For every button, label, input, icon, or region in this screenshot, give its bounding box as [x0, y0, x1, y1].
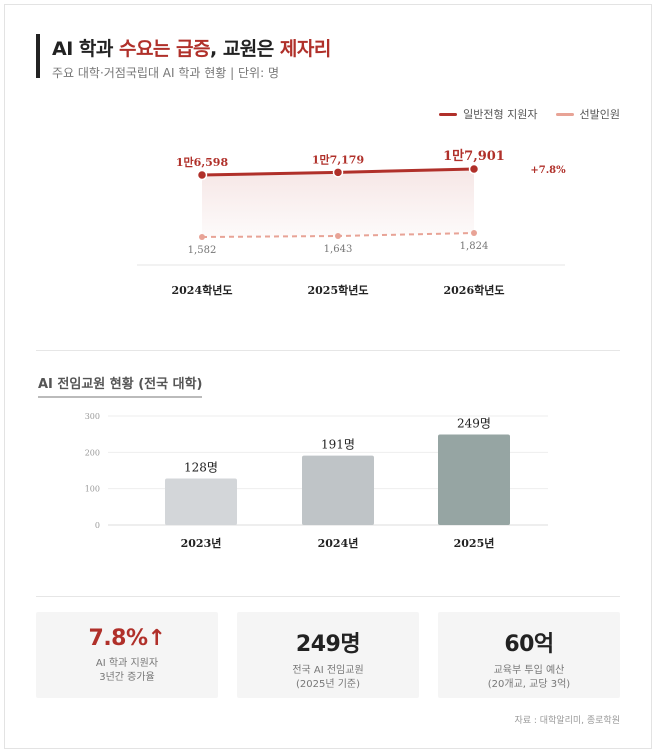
section-divider: [36, 596, 620, 597]
x-tick-label: 2026학년도: [444, 283, 505, 297]
page-subtitle: 주요 대학·거점국립대 AI 학과 현황 | 단위: 명: [52, 66, 279, 80]
section-divider: [36, 350, 620, 351]
card-value: 60억: [504, 632, 554, 657]
area-between-series: [202, 169, 474, 237]
point-selected: [471, 230, 477, 236]
summary-card: 7.8%↑ AI 학과 지원자 3년간 증가율: [36, 612, 218, 698]
infographic-frame: [4, 4, 652, 749]
legend-item-selected: 선발인원: [555, 106, 620, 122]
legend-item-applicants: 일반전형 지원자: [439, 106, 538, 122]
card-label-line: 교육부 투입 예산: [493, 665, 565, 676]
point-applicants: [332, 167, 344, 178]
data-label-selected: 1,582: [188, 245, 217, 256]
summary-cards: 7.8%↑ AI 학과 지원자 3년간 증가율 249명 전국 AI 전임교원 …: [36, 612, 620, 698]
card-label-line: 전국 AI 전임교원: [292, 665, 364, 676]
point-applicants: [468, 163, 480, 175]
legend-label-applicants: 일반전형 지원자: [463, 108, 538, 121]
y-tick-label: 200: [85, 448, 100, 457]
x-tick-label: 2024년: [318, 536, 359, 550]
x-tick-label: 2023년: [181, 536, 222, 550]
data-label-applicants: 1만7,179: [312, 152, 364, 166]
point-applicants: [196, 169, 208, 181]
y-tick-label: 100: [85, 485, 100, 494]
x-tick-label: 2025년: [454, 536, 495, 550]
card-value: 249명: [295, 632, 361, 657]
bar-chart-title-underline: [38, 396, 202, 398]
data-label-applicants: 1만6,598: [176, 155, 229, 169]
legend-swatch-applicants: [439, 112, 458, 116]
line-chart-legend: 일반전형 지원자 선발인원: [439, 106, 620, 122]
growth-annotation: +7.8%: [530, 165, 566, 176]
x-tick-label: 2025학년도: [308, 283, 369, 297]
bar: [438, 434, 510, 525]
bar-chart-title: AI 전임교원 현황 (전국 대학): [38, 377, 203, 392]
line-chart: 1,582 1,643 1,824 1만6,598 1만7,179 1만7,901 +7.8…: [137, 148, 566, 297]
bar-chart: 0 100 200 300 128명 2023년 191명 2024년 249명 2025년: [85, 412, 548, 550]
summary-card: 249명 전국 AI 전임교원 (2025년 기준): [237, 612, 419, 698]
legend-label-selected: 선발인원: [579, 108, 620, 121]
card-label: 전국 AI 전임교원 (2025년 기준): [237, 664, 419, 692]
card-label-line: (20개교, 교당 3억): [487, 679, 571, 690]
card-label-line: AI 학과 지원자: [95, 658, 159, 669]
header-accent-bar: [36, 34, 40, 78]
point-selected: [199, 234, 205, 240]
bar: [302, 455, 374, 525]
legend-swatch-selected: [555, 112, 574, 116]
page-title: AI 학과 수요는 급증, 교원은 제자리: [52, 38, 331, 60]
point-selected: [335, 232, 341, 239]
y-tick-label: 0: [95, 521, 100, 530]
x-tick-label: 2024학년도: [172, 283, 233, 297]
bar-value-label: 249명: [457, 417, 491, 431]
data-label-selected: 1,643: [324, 244, 353, 255]
source-note: 자료 : 대학알리미, 종로학원: [514, 716, 620, 726]
card-label: AI 학과 지원자 3년간 증가율: [36, 657, 218, 685]
data-label-selected: 1,824: [460, 241, 489, 252]
summary-card: 60억 교육부 투입 예산 (20개교, 교당 3억): [438, 612, 620, 698]
data-label-applicants: 1만7,901: [443, 148, 505, 164]
y-tick-label: 300: [85, 412, 100, 421]
card-label: 교육부 투입 예산 (20개교, 교당 3억): [438, 664, 620, 692]
card-label-line: 3년간 증가율: [99, 672, 155, 683]
card-label-line: (2025년 기준): [295, 679, 361, 690]
bar: [165, 478, 237, 525]
bar-value-label: 191명: [321, 438, 355, 452]
card-value: 7.8%↑: [88, 626, 166, 651]
bar-value-label: 128명: [184, 460, 218, 474]
